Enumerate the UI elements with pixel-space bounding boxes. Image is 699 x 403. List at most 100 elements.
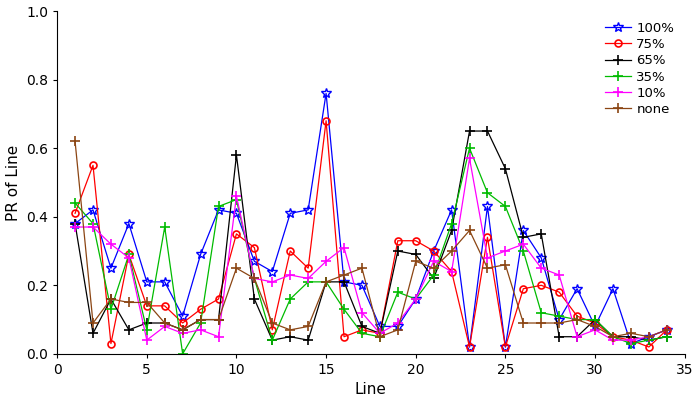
35% <box>394 290 402 295</box>
65% <box>178 328 187 332</box>
10% <box>89 224 97 229</box>
35% <box>196 321 205 326</box>
75% <box>215 297 223 301</box>
none <box>519 321 528 326</box>
100% <box>573 286 582 291</box>
75% <box>340 334 348 339</box>
10% <box>143 338 151 343</box>
none <box>394 328 402 332</box>
75% <box>573 314 582 318</box>
100% <box>609 286 617 291</box>
75% <box>537 283 545 288</box>
100% <box>89 208 97 212</box>
35% <box>304 279 312 284</box>
Line: none: none <box>70 137 672 342</box>
100% <box>412 297 420 301</box>
10% <box>71 224 79 229</box>
35% <box>555 314 563 318</box>
75% <box>286 249 294 253</box>
65% <box>89 331 97 336</box>
X-axis label: Line: Line <box>355 382 387 397</box>
10% <box>627 338 635 343</box>
100% <box>178 314 187 318</box>
75% <box>107 341 115 346</box>
35% <box>107 307 115 312</box>
35% <box>483 190 491 195</box>
75% <box>644 345 653 349</box>
100% <box>71 221 79 226</box>
100% <box>161 279 169 284</box>
none <box>107 297 115 301</box>
10% <box>466 156 474 161</box>
65% <box>591 317 599 322</box>
10% <box>644 334 653 339</box>
35% <box>71 201 79 206</box>
65% <box>107 297 115 301</box>
none <box>340 272 348 277</box>
none <box>591 324 599 329</box>
75% <box>394 238 402 243</box>
65% <box>447 228 456 233</box>
75% <box>358 328 366 332</box>
none <box>143 300 151 305</box>
10% <box>161 324 169 329</box>
65% <box>501 166 510 171</box>
35% <box>268 338 277 343</box>
75% <box>71 211 79 216</box>
none <box>286 328 294 332</box>
Y-axis label: PR of Line: PR of Line <box>6 144 20 220</box>
75% <box>375 331 384 336</box>
10% <box>107 242 115 247</box>
65% <box>161 321 169 326</box>
35% <box>143 328 151 332</box>
100% <box>232 211 240 216</box>
none <box>250 276 259 281</box>
none <box>89 321 97 326</box>
65% <box>483 129 491 133</box>
65% <box>663 334 671 339</box>
65% <box>232 153 240 158</box>
65% <box>71 221 79 226</box>
Line: 75%: 75% <box>71 117 670 351</box>
100% <box>501 345 510 349</box>
75% <box>322 118 331 123</box>
10% <box>358 310 366 315</box>
35% <box>519 249 528 253</box>
10% <box>447 269 456 274</box>
none <box>555 321 563 326</box>
none <box>268 321 277 326</box>
none <box>161 321 169 326</box>
75% <box>124 252 133 257</box>
100% <box>627 341 635 346</box>
35% <box>537 310 545 315</box>
10% <box>268 279 277 284</box>
Line: 35%: 35% <box>70 143 672 359</box>
10% <box>429 259 438 264</box>
35% <box>573 317 582 322</box>
100% <box>663 328 671 332</box>
10% <box>609 338 617 343</box>
100% <box>107 266 115 270</box>
100% <box>519 228 528 233</box>
75% <box>483 235 491 240</box>
none <box>483 266 491 270</box>
100% <box>358 283 366 288</box>
65% <box>429 276 438 281</box>
35% <box>232 197 240 202</box>
100% <box>143 279 151 284</box>
75% <box>591 321 599 326</box>
10% <box>340 245 348 250</box>
65% <box>340 279 348 284</box>
100% <box>196 252 205 257</box>
100% <box>447 208 456 212</box>
35% <box>215 204 223 209</box>
10% <box>394 321 402 326</box>
65% <box>196 317 205 322</box>
35% <box>412 297 420 301</box>
100% <box>537 256 545 260</box>
35% <box>609 334 617 339</box>
100% <box>555 317 563 322</box>
none <box>304 324 312 329</box>
65% <box>375 331 384 336</box>
65% <box>394 249 402 253</box>
